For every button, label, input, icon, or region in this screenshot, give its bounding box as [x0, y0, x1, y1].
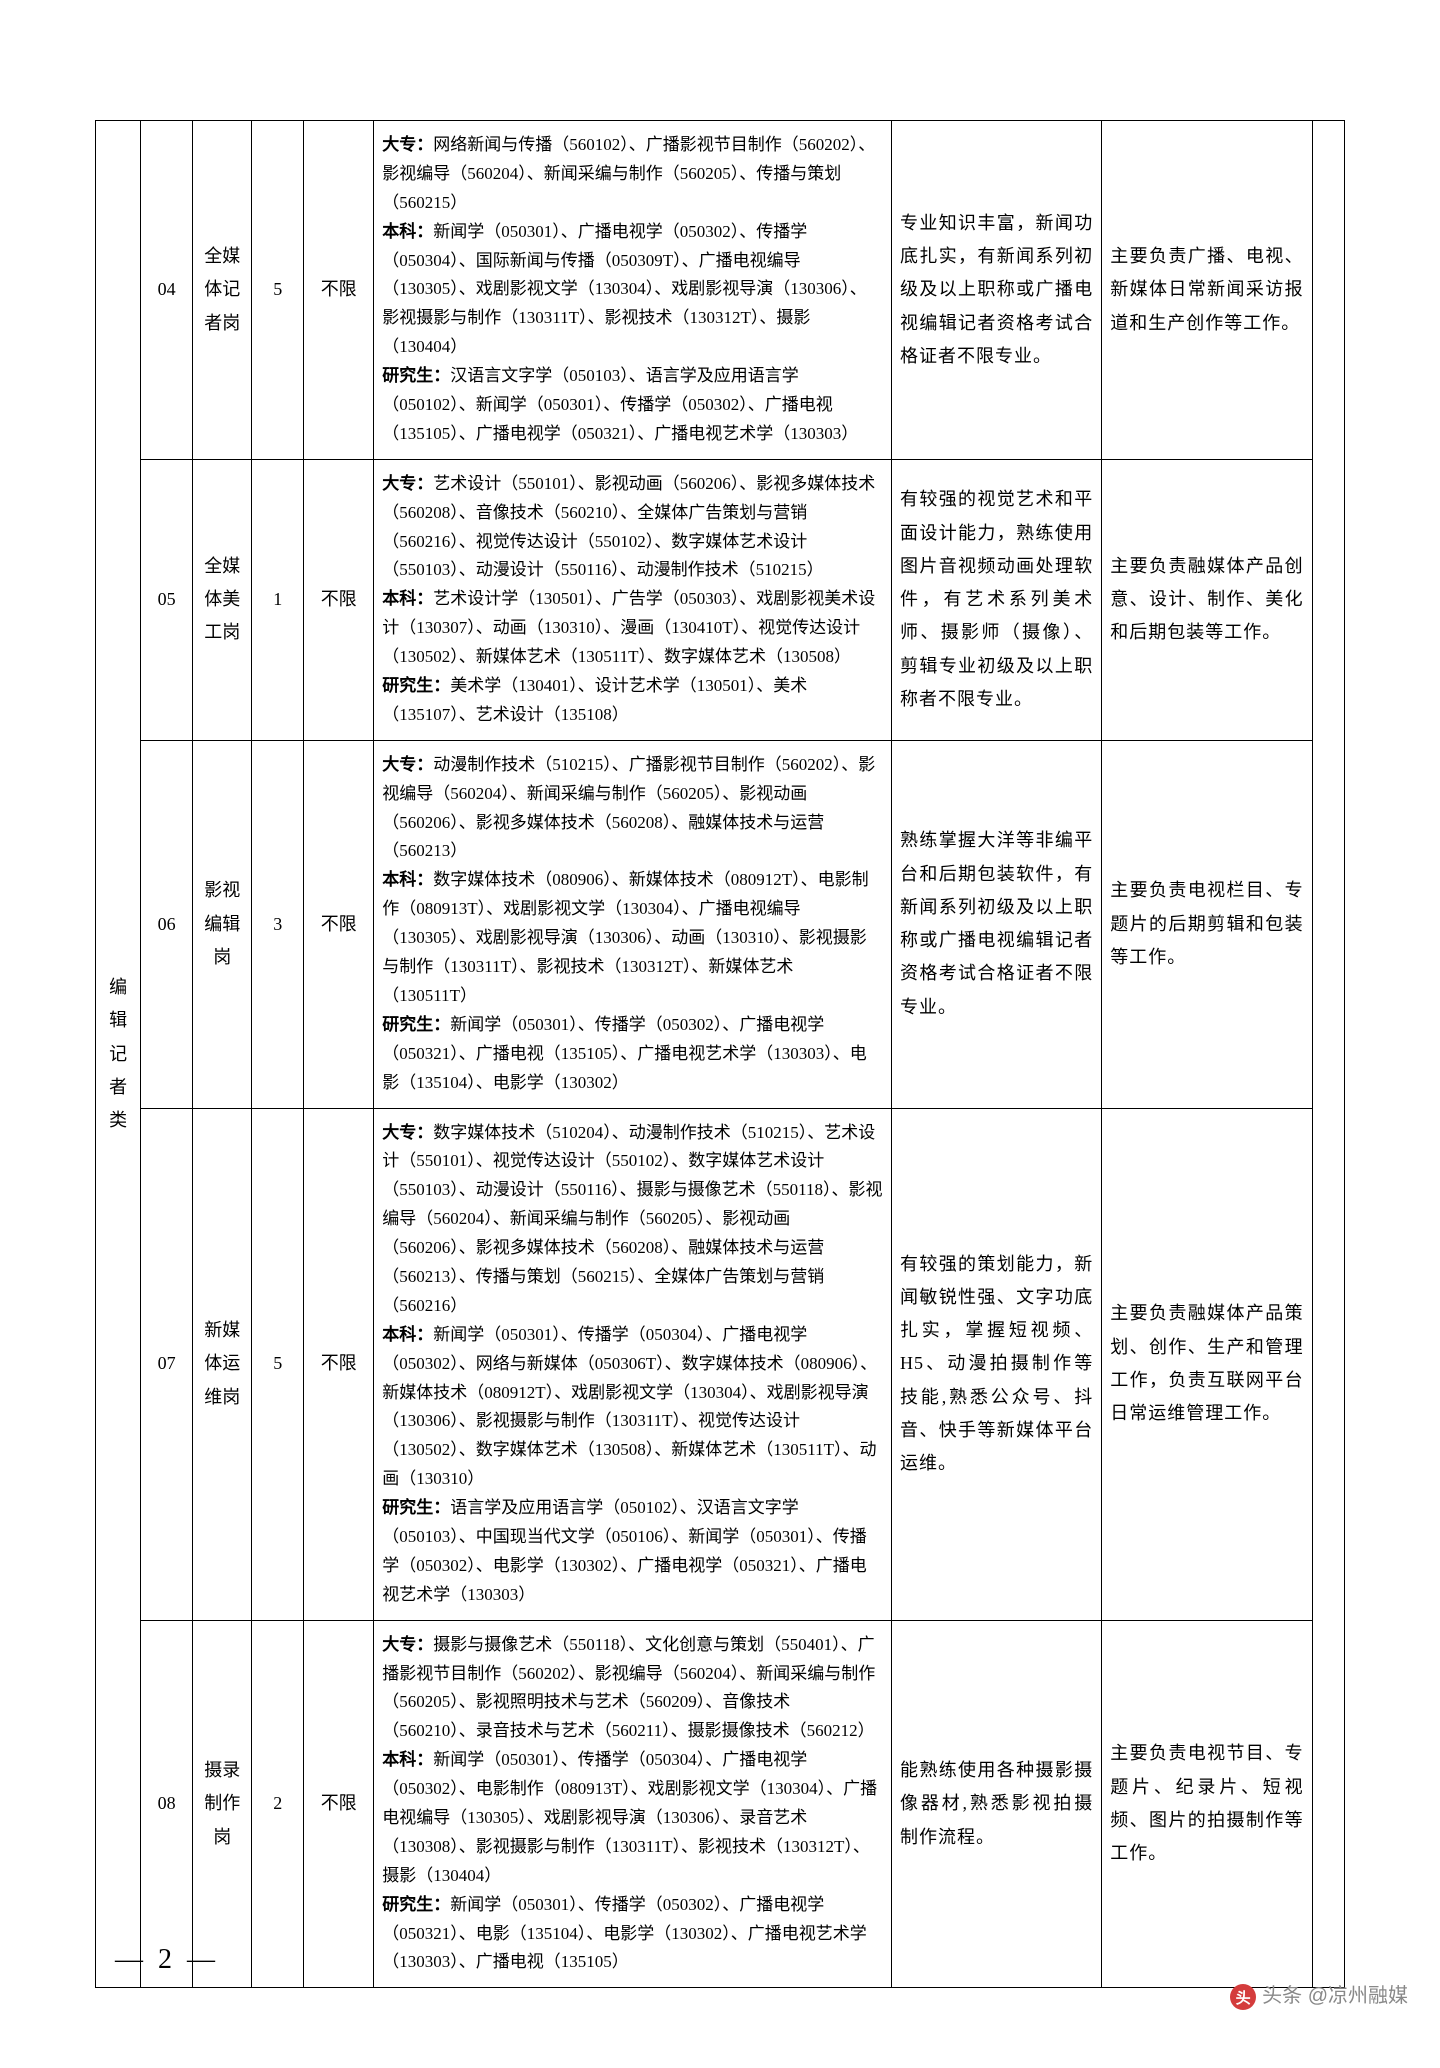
limit-cell: 不限 [304, 459, 374, 740]
table-row: 06 影视编辑岗 3 不限 大专：动漫制作技术（510215）、广播影视节目制作… [96, 740, 1345, 1108]
post-cell: 全媒体美工岗 [193, 459, 252, 740]
watermark-prefix: 头条 [1262, 1985, 1302, 2007]
req-cell: 专业知识丰富，新闻功底扎实，有新闻系列初级及以上职称或广播电视编辑记者资格考试合… [891, 121, 1101, 460]
code-cell: 08 [141, 1620, 193, 1988]
table-row: 编辑记者类 04 全媒体记者岗 5 不限 大专：网络新闻与传播（560102）、… [96, 121, 1345, 460]
category-cell: 编辑记者类 [96, 121, 141, 1988]
major-cell: 大专：动漫制作技术（510215）、广播影视节目制作（560202）、影视编导（… [374, 740, 892, 1108]
toutiao-icon: 头 [1230, 1984, 1256, 2010]
watermark-source: @凉州融媒 [1308, 1985, 1408, 2007]
count-cell: 2 [252, 1620, 304, 1988]
post-cell: 全媒体记者岗 [193, 121, 252, 460]
code-cell: 06 [141, 740, 193, 1108]
table-row: 08 摄录制作岗 2 不限 大专：摄影与摄像艺术（550118）、文化创意与策划… [96, 1620, 1345, 1988]
count-cell: 5 [252, 121, 304, 460]
req-cell: 熟练掌握大洋等非编平台和后期包装软件，有新闻系列初级及以上职称或广播电视编辑记者… [891, 740, 1101, 1108]
post-cell: 影视编辑岗 [193, 740, 252, 1108]
post-cell: 摄录制作岗 [193, 1620, 252, 1988]
req-cell: 有较强的策划能力，新闻敏锐性强、文字功底扎实，掌握短视频、H5、动漫拍摄制作等技… [891, 1108, 1101, 1620]
watermark: 头头条 @凉州融媒 [1230, 1979, 1408, 2010]
duty-cell: 主要负责融媒体产品创意、设计、制作、美化和后期包装等工作。 [1102, 459, 1312, 740]
table-row: 05 全媒体美工岗 1 不限 大专：艺术设计（550101）、影视动画（5602… [96, 459, 1345, 740]
duty-cell: 主要负责广播、电视、新媒体日常新闻采访报道和生产创作等工作。 [1102, 121, 1312, 460]
limit-cell: 不限 [304, 1620, 374, 1988]
limit-cell: 不限 [304, 740, 374, 1108]
post-cell: 新媒体运维岗 [193, 1108, 252, 1620]
major-cell: 大专：艺术设计（550101）、影视动画（560206）、影视多媒体技术（560… [374, 459, 892, 740]
limit-cell: 不限 [304, 121, 374, 460]
code-cell: 07 [141, 1108, 193, 1620]
count-cell: 3 [252, 740, 304, 1108]
page-number: — 2 — [115, 1944, 219, 1976]
code-cell: 05 [141, 459, 193, 740]
req-cell: 能熟练使用各种摄影摄像器材,熟悉影视拍摄制作流程。 [891, 1620, 1101, 1988]
duty-cell: 主要负责融媒体产品策划、创作、生产和管理工作，负责互联网平台日常运维管理工作。 [1102, 1108, 1312, 1620]
major-cell: 大专：摄影与摄像艺术（550118）、文化创意与策划（550401）、广播影视节… [374, 1620, 892, 1988]
req-cell: 有较强的视觉艺术和平面设计能力，熟练使用图片音视频动画处理软件，有艺术系列美术师… [891, 459, 1101, 740]
duty-cell: 主要负责电视节目、专题片、纪录片、短视频、图片的拍摄制作等工作。 [1102, 1620, 1312, 1988]
count-cell: 1 [252, 459, 304, 740]
limit-cell: 不限 [304, 1108, 374, 1620]
table-row: 07 新媒体运维岗 5 不限 大专：数字媒体技术（510204）、动漫制作技术（… [96, 1108, 1345, 1620]
duty-cell: 主要负责电视栏目、专题片的后期剪辑和包装等工作。 [1102, 740, 1312, 1108]
major-cell: 大专：数字媒体技术（510204）、动漫制作技术（510215）、艺术设计（55… [374, 1108, 892, 1620]
code-cell: 04 [141, 121, 193, 460]
blank-cell [1312, 121, 1344, 1988]
major-cell: 大专：网络新闻与传播（560102）、广播影视节目制作（560202）、影视编导… [374, 121, 892, 460]
count-cell: 5 [252, 1108, 304, 1620]
recruitment-table: 编辑记者类 04 全媒体记者岗 5 不限 大专：网络新闻与传播（560102）、… [95, 120, 1345, 1988]
